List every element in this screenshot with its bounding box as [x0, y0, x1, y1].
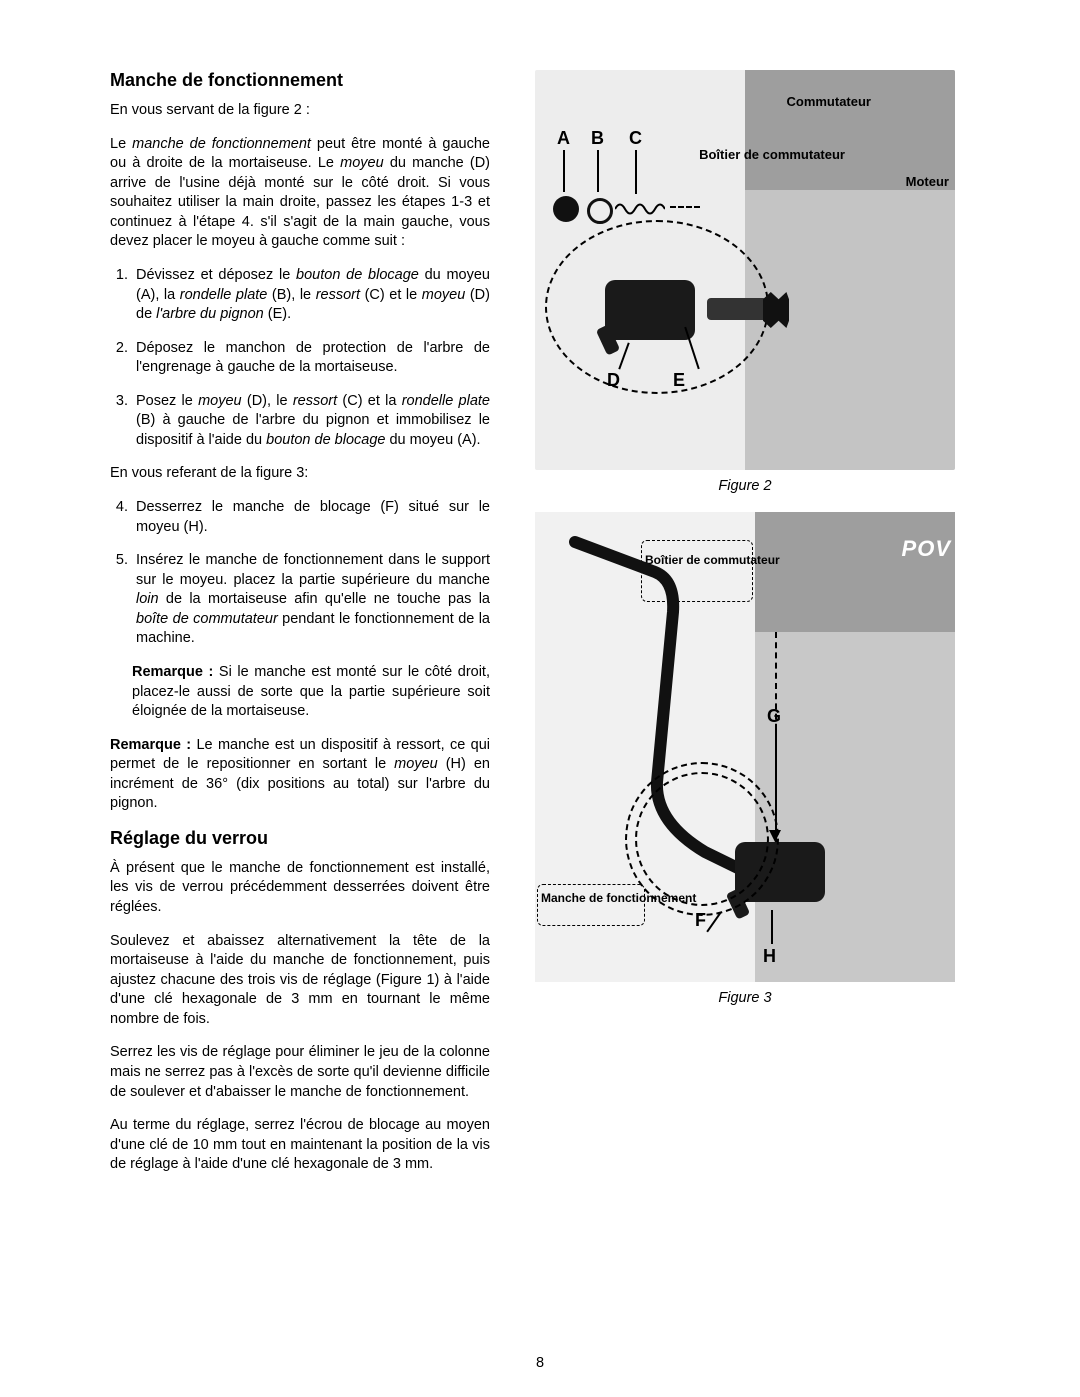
ti: l'arbre du pignon [156, 306, 264, 322]
letter-H: H [763, 946, 776, 967]
step-1: Dévissez et déposez le bouton de blocage… [132, 266, 490, 325]
figure-2-image: Commutateur Boîtier de commutateur Moteu… [535, 70, 955, 470]
intro-fig2: En vous servant de la figure 2 : [110, 101, 490, 121]
figure-3: POV Boîtier de commutateur G [535, 512, 955, 1024]
t: du moyeu (A). [385, 432, 480, 448]
t: Déposez le manchon de protection de l'ar… [136, 340, 490, 376]
verrou-p2: Soulevez et abaissez alternativement la … [110, 932, 490, 1030]
intro-paragraph: Le manche de fonctionnement peut être mo… [110, 135, 490, 252]
part-shaft-E [707, 298, 767, 320]
letter-F: F [695, 910, 706, 931]
arrow [775, 728, 777, 836]
dash-line [670, 206, 700, 208]
figures-column: Commutateur Boîtier de commutateur Moteu… [510, 70, 980, 1357]
figure-2-caption: Figure 2 [535, 478, 955, 494]
letter-C: C [629, 128, 642, 149]
note-label: Remarque : [110, 737, 191, 753]
t: Dévissez et déposez le [136, 267, 296, 283]
note-label: Remarque : [132, 664, 213, 680]
ti: rondelle plate [180, 287, 268, 303]
part-washer-B [587, 198, 613, 224]
t: Posez le [136, 393, 198, 409]
verrou-p1: À présent que le manche de fonctionnemen… [110, 859, 490, 918]
ti: moyeu [394, 756, 438, 772]
figure-3-image: POV Boîtier de commutateur G [535, 512, 955, 982]
ti: ressort [316, 287, 360, 303]
note-2: Remarque : Le manche est un dispositif à… [110, 736, 490, 814]
step-2: Déposez le manchon de protection de l'ar… [132, 339, 490, 378]
label-commutateur: Commutateur [786, 94, 871, 109]
text-italic: moyeu [340, 155, 384, 171]
figure-2: Commutateur Boîtier de commutateur Moteu… [535, 70, 955, 512]
label-boitier: Boîtier de commutateur [699, 148, 845, 162]
verrou-p4: Au terme du réglage, serrez l'écrou de b… [110, 1116, 490, 1175]
ti: boîte de commutateur [136, 611, 278, 627]
text-column: Manche de fonctionnement En vous servant… [110, 70, 510, 1357]
figure-3-caption: Figure 3 [535, 990, 955, 1006]
t: Insérez le manche de fonctionnement dans… [136, 552, 490, 588]
ti: loin [136, 591, 159, 607]
letter-E: E [673, 370, 685, 391]
t: Boîtier de commutateur [699, 147, 845, 162]
ti: bouton de blocage [296, 267, 419, 283]
heading-verrou: Réglage du verrou [110, 828, 490, 849]
part-hub-D [605, 280, 695, 340]
t: (B), le [267, 287, 315, 303]
arrow-head [769, 830, 781, 842]
note-1: Remarque : Si le manche est monté sur le… [132, 663, 490, 722]
letter-D: D [607, 370, 620, 391]
text-italic: manche de fonctionnement [132, 136, 311, 152]
t: de la mortaiseuse afin qu'elle ne touche… [159, 591, 490, 607]
page: Manche de fonctionnement En vous servant… [0, 0, 1080, 1397]
t: (E). [264, 306, 291, 322]
ti: rondelle plate [402, 393, 490, 409]
arrow [635, 150, 637, 194]
manche-dashed [537, 884, 645, 926]
part-knob-A [553, 196, 579, 222]
step-5: Insérez le manche de fonctionnement dans… [132, 551, 490, 649]
machine-top [745, 70, 955, 190]
ti: bouton de blocage [266, 432, 385, 448]
ref-fig3: En vous referant de la figure 3: [110, 464, 490, 484]
steps-list: Dévissez et déposez le bouton de blocage… [110, 266, 490, 451]
part-spring-C [615, 200, 665, 218]
text: Le [110, 136, 132, 152]
page-number: 8 [0, 1355, 1080, 1371]
step-4: Desserrez le manche de blocage (F) situé… [132, 498, 490, 537]
ti: moyeu [198, 393, 242, 409]
callout-circle-2 [635, 772, 769, 906]
verrou-p3: Serrez les vis de réglage pour éliminer … [110, 1043, 490, 1102]
letter-A: A [557, 128, 570, 149]
t: (D), le [242, 393, 293, 409]
letter-G: G [767, 706, 781, 727]
label-moteur: Moteur [906, 174, 949, 189]
heading-manche: Manche de fonctionnement [110, 70, 490, 91]
part-gear-E [763, 292, 789, 328]
ti: moyeu [422, 287, 466, 303]
t: (C) et le [360, 287, 422, 303]
steps-list-2: Desserrez le manche de blocage (F) situé… [110, 498, 490, 649]
arrow [771, 910, 773, 944]
step-3: Posez le moyeu (D), le ressort (C) et la… [132, 392, 490, 451]
brand-label: POV [902, 536, 951, 562]
arrow [597, 150, 599, 192]
letter-B: B [591, 128, 604, 149]
arrow [563, 150, 565, 192]
ti: ressort [293, 393, 337, 409]
t: (C) et la [337, 393, 402, 409]
